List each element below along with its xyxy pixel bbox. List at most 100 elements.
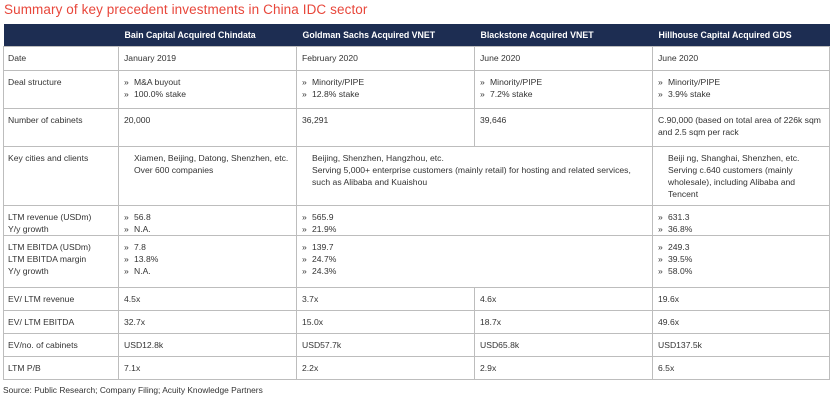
- bullet-item: Beijing, Shenzhen, Hangzhou, etc.: [302, 152, 647, 164]
- cell-vnet-revenue: 565.9 21.9%: [296, 205, 653, 236]
- cell-bain-ev-revenue: 4.5x: [118, 287, 297, 311]
- bullet-item: Beiji ng, Shanghai, Shenzhen, etc.: [658, 152, 824, 164]
- cell-goldman-ev-revenue: 3.7x: [296, 287, 475, 311]
- cell-bain-ev-ebitda: 32.7x: [118, 310, 297, 334]
- bullet-item: 12.8% stake: [302, 88, 469, 100]
- bullet-item: 139.7: [302, 241, 647, 253]
- bullet-item: Serving c.640 customers (mainly wholesal…: [658, 164, 824, 200]
- bullet-item: 39.5%: [658, 253, 824, 265]
- cell-goldman-ev-ebitda: 15.0x: [296, 310, 475, 334]
- row-ev-revenue: EV/ LTM revenue 4.5x 3.7x 4.6x 19.6x: [3, 287, 830, 311]
- bullet-item: 631.3: [658, 211, 824, 223]
- source-note: Source: Public Research; Company Filing;…: [3, 385, 263, 395]
- bullet-item: 21.9%: [302, 223, 647, 235]
- label-ev-revenue: EV/ LTM revenue: [3, 287, 119, 311]
- cell-bain-pb: 7.1x: [118, 356, 297, 380]
- bullet-item: M&A buyout: [124, 76, 291, 88]
- cell-hillhouse-deal: Minority/PIPE 3.9% stake: [652, 70, 830, 109]
- bullet-item: Serving 5,000+ enterprise customers (mai…: [302, 164, 647, 188]
- row-ev-cabinets: EV/no. of cabinets USD12.8k USD57.7k USD…: [3, 333, 830, 357]
- label-deal-structure: Deal structure: [3, 70, 119, 109]
- row-key-cities: Key cities and clients Xiamen, Beijing, …: [3, 146, 830, 206]
- bullet-item: 565.9: [302, 211, 647, 223]
- bullet-item: 249.3: [658, 241, 824, 253]
- bullet-item: N.A.: [124, 223, 291, 235]
- bullet-item: 56.8: [124, 211, 291, 223]
- cell-blackstone-date: June 2020: [474, 46, 653, 71]
- cell-hillhouse-revenue: 631.3 36.8%: [652, 205, 830, 236]
- label-line: LTM EBITDA (USDm): [8, 242, 91, 252]
- bullet-item: Minority/PIPE: [480, 76, 647, 88]
- header-empty: [3, 24, 119, 47]
- cell-goldman-pb: 2.2x: [296, 356, 475, 380]
- bullet-item: 13.8%: [124, 253, 291, 265]
- label-date: Date: [3, 46, 119, 71]
- header-hillhouse: Hillhouse Capital Acquired GDS: [652, 24, 830, 47]
- bullet-item: 3.9% stake: [658, 88, 824, 100]
- bullet-item: 100.0% stake: [124, 88, 291, 100]
- row-ltm-ebitda: LTM EBITDA (USDm) LTM EBITDA margin Y/y …: [3, 235, 830, 288]
- bullet-item: 58.0%: [658, 265, 824, 277]
- cell-bain-ev-cabinets: USD12.8k: [118, 333, 297, 357]
- cell-hillhouse-ebitda: 249.3 39.5% 58.0%: [652, 235, 830, 288]
- bullet-item: 24.7%: [302, 253, 647, 265]
- header-goldman: Goldman Sachs Acquired VNET: [296, 24, 475, 47]
- row-ev-ebitda: EV/ LTM EBITDA 32.7x 15.0x 18.7x 49.6x: [3, 310, 830, 334]
- table-header-row: Bain Capital Acquired Chindata Goldman S…: [3, 24, 830, 47]
- label-ltm-ebitda: LTM EBITDA (USDm) LTM EBITDA margin Y/y …: [3, 235, 119, 288]
- cell-blackstone-pb: 2.9x: [474, 356, 653, 380]
- cell-hillhouse-pb: 6.5x: [652, 356, 830, 380]
- cell-hillhouse-ev-revenue: 19.6x: [652, 287, 830, 311]
- header-blackstone: Blackstone Acquired VNET: [474, 24, 653, 47]
- label-line: Y/y growth: [8, 224, 49, 234]
- bullet-item: 7.8: [124, 241, 291, 253]
- cell-bain-revenue: 56.8 N.A.: [118, 205, 297, 236]
- label-line: LTM EBITDA margin: [8, 254, 87, 264]
- cell-bain-cabinets: 20,000: [118, 108, 297, 147]
- cell-blackstone-cabinets: 39,646: [474, 108, 653, 147]
- cell-bain-cities: Xiamen, Beijing, Datong, Shenzhen, etc. …: [118, 146, 297, 206]
- row-ltm-pb: LTM P/B 7.1x 2.2x 2.9x 6.5x: [3, 356, 830, 380]
- header-bain: Bain Capital Acquired Chindata: [118, 24, 297, 47]
- cell-hillhouse-ev-cabinets: USD137.5k: [652, 333, 830, 357]
- bullet-item: Xiamen, Beijing, Datong, Shenzhen, etc.: [124, 152, 291, 164]
- cell-blackstone-ev-revenue: 4.6x: [474, 287, 653, 311]
- bullet-item: N.A.: [124, 265, 291, 277]
- cell-vnet-ebitda: 139.7 24.7% 24.3%: [296, 235, 653, 288]
- cell-goldman-deal: Minority/PIPE 12.8% stake: [296, 70, 475, 109]
- row-deal-structure: Deal structure M&A buyout 100.0% stake M…: [3, 70, 830, 109]
- cell-bain-ebitda: 7.8 13.8% N.A.: [118, 235, 297, 288]
- cell-hillhouse-date: June 2020: [652, 46, 830, 71]
- label-cabinets: Number of cabinets: [3, 108, 119, 147]
- investments-table: Bain Capital Acquired Chindata Goldman S…: [3, 24, 830, 380]
- bullet-item: Minority/PIPE: [302, 76, 469, 88]
- page-title: Summary of key precedent investments in …: [4, 2, 368, 17]
- bullet-item: Over 600 companies: [124, 164, 291, 176]
- cell-bain-deal: M&A buyout 100.0% stake: [118, 70, 297, 109]
- row-date: Date January 2019 February 2020 June 202…: [3, 46, 830, 71]
- row-ltm-revenue: LTM revenue (USDm) Y/y growth 56.8 N.A. …: [3, 205, 830, 236]
- cell-vnet-cities: Beijing, Shenzhen, Hangzhou, etc. Servin…: [296, 146, 653, 206]
- label-ltm-pb: LTM P/B: [3, 356, 119, 380]
- bullet-item: 7.2% stake: [480, 88, 647, 100]
- label-key-cities: Key cities and clients: [3, 146, 119, 206]
- row-cabinets: Number of cabinets 20,000 36,291 39,646 …: [3, 108, 830, 147]
- label-line: Y/y growth: [8, 266, 49, 276]
- cell-blackstone-deal: Minority/PIPE 7.2% stake: [474, 70, 653, 109]
- cell-goldman-date: February 2020: [296, 46, 475, 71]
- cell-goldman-cabinets: 36,291: [296, 108, 475, 147]
- bullet-item: 24.3%: [302, 265, 647, 277]
- label-ev-ebitda: EV/ LTM EBITDA: [3, 310, 119, 334]
- cell-blackstone-ev-ebitda: 18.7x: [474, 310, 653, 334]
- bullet-item: 36.8%: [658, 223, 824, 235]
- label-ltm-revenue: LTM revenue (USDm) Y/y growth: [3, 205, 119, 236]
- cell-bain-date: January 2019: [118, 46, 297, 71]
- bullet-item: Minority/PIPE: [658, 76, 824, 88]
- cell-hillhouse-cabinets: C.90,000 (based on total area of 226k sq…: [652, 108, 830, 147]
- cell-goldman-ev-cabinets: USD57.7k: [296, 333, 475, 357]
- cell-hillhouse-ev-ebitda: 49.6x: [652, 310, 830, 334]
- label-ev-cabinets: EV/no. of cabinets: [3, 333, 119, 357]
- cell-blackstone-ev-cabinets: USD65.8k: [474, 333, 653, 357]
- cell-hillhouse-cities: Beiji ng, Shanghai, Shenzhen, etc. Servi…: [652, 146, 830, 206]
- label-line: LTM revenue (USDm): [8, 212, 92, 222]
